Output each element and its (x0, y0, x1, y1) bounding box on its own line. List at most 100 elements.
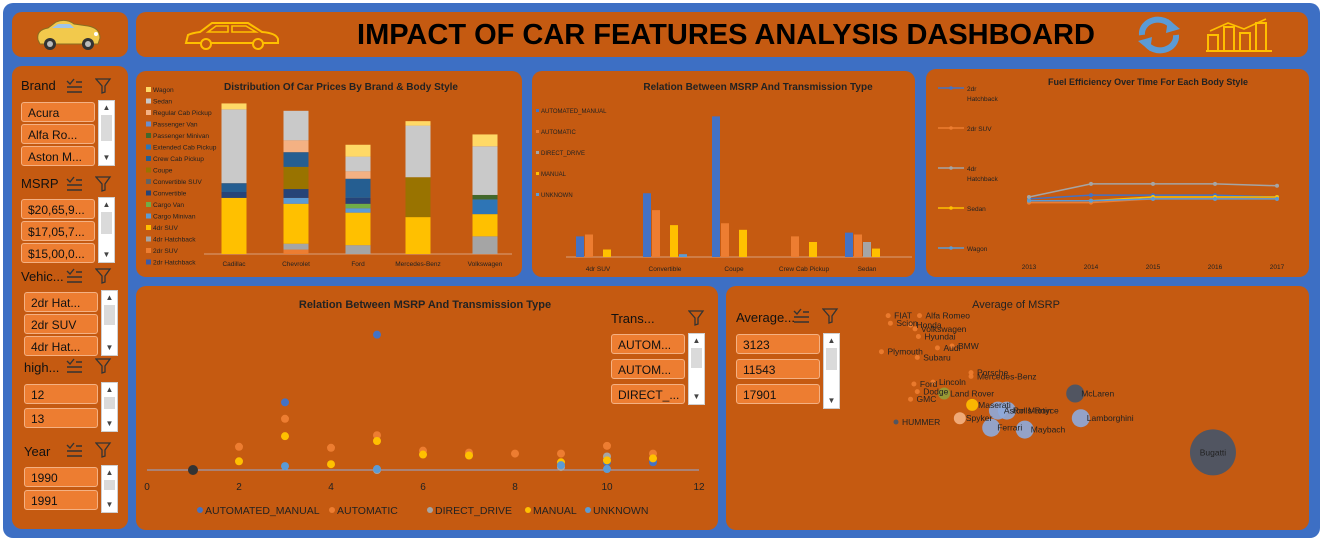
clear-filter-icon[interactable] (95, 358, 113, 374)
clear-filter-icon[interactable] (822, 308, 840, 324)
slicer-item[interactable]: 13 (24, 408, 98, 428)
bar-segment (472, 134, 498, 147)
legend-entry: AUTOMATIC (337, 505, 398, 517)
data-bubble (915, 334, 921, 339)
slicer-scrollbar[interactable]: ▲ ▼ (101, 465, 118, 513)
clear-filter-icon[interactable] (688, 310, 706, 326)
legend-swatch (146, 144, 151, 150)
refresh-icon[interactable] (1132, 15, 1186, 55)
slicer-scrollbar[interactable]: ▲ ▼ (98, 100, 115, 166)
legend-entry: MANUAL (533, 505, 577, 517)
slicer-scrollbar[interactable]: ▲ ▼ (98, 197, 115, 263)
bar (863, 242, 871, 257)
data-label: Hyundai (924, 332, 955, 342)
slicer-item[interactable]: DIRECT_... (611, 384, 685, 404)
multi-select-icon[interactable] (792, 308, 810, 324)
scroll-up-icon[interactable]: ▲ (105, 293, 114, 302)
multi-select-icon[interactable] (65, 176, 83, 192)
scroll-down-icon[interactable]: ▼ (105, 500, 114, 509)
scroll-down-icon[interactable]: ▼ (105, 419, 114, 428)
legend-entry: 4dr SUV (153, 225, 179, 232)
x-tick-label: Ford (351, 261, 365, 268)
data-bubble (887, 320, 893, 326)
legend-entry: 2dr (967, 86, 977, 93)
scroll-up-icon[interactable]: ▲ (827, 336, 836, 345)
scroll-down-icon[interactable]: ▼ (102, 153, 111, 162)
bar-segment (472, 236, 498, 254)
slicer-item[interactable]: 11543 (736, 359, 820, 379)
year-slicer-title: Year (24, 444, 51, 459)
slicer-item[interactable]: $17,05,7... (21, 221, 95, 241)
legend-swatch (536, 130, 539, 133)
slicer-item[interactable]: 1990 (24, 467, 98, 487)
slicer-item[interactable]: 4dr Hat... (24, 336, 98, 356)
multi-select-icon[interactable] (65, 268, 83, 284)
slicer-scrollbar[interactable]: ▲ ▼ (823, 333, 840, 409)
slicer-item[interactable]: 12 (24, 384, 98, 404)
slicer-item[interactable]: 3123 (736, 334, 820, 354)
brand-slicer-title: Brand (21, 78, 56, 93)
legend-entry: Coupe (153, 168, 173, 175)
slicer-item[interactable]: 1991 (24, 490, 98, 510)
clear-filter-icon[interactable] (95, 176, 113, 192)
data-bubble (1189, 429, 1236, 476)
transmission-slicer-title: Trans... (611, 311, 655, 326)
bar-chart-icon[interactable] (1204, 17, 1274, 53)
slicer-item[interactable]: $20,65,9... (21, 199, 95, 219)
scroll-up-icon[interactable]: ▲ (102, 103, 111, 112)
legend-marker (949, 126, 953, 130)
scroll-down-icon[interactable]: ▼ (692, 392, 701, 401)
scroll-down-icon[interactable]: ▼ (102, 250, 111, 259)
slicer-item[interactable]: 2dr Hat... (24, 292, 98, 312)
data-label: Honda (917, 320, 942, 330)
slicer-item[interactable]: AUTOM... (611, 359, 685, 379)
legend-entry: Sedan (153, 99, 172, 106)
bar (739, 229, 747, 257)
data-bubble (949, 343, 955, 349)
data-point (373, 437, 381, 445)
bar (854, 234, 862, 257)
legend-marker (949, 166, 953, 170)
slicer-item[interactable]: Aston M... (21, 146, 95, 166)
multi-select-icon[interactable] (65, 442, 83, 458)
bar-segment (345, 208, 371, 213)
scroll-up-icon[interactable]: ▲ (692, 336, 701, 345)
bar (652, 210, 660, 257)
chart-panel-msrp-transmission-bar: Relation Between MSRP And Transmission T… (532, 71, 915, 277)
legend-swatch (146, 236, 151, 242)
slicer-item[interactable]: Alfa Ro... (21, 124, 95, 144)
legend-entry: AUTOMATED_MANUAL (205, 505, 320, 517)
slicer-item[interactable]: $15,00,0... (21, 243, 95, 263)
x-tick-label: Crew Cab Pickup (779, 266, 830, 273)
legend-swatch (536, 172, 539, 175)
clear-filter-icon[interactable] (95, 78, 113, 94)
data-point (557, 461, 565, 470)
bar-segment (405, 121, 431, 126)
chart-panel-fuel-efficiency: Fuel Efficiency Over Time For Each Body … (926, 69, 1309, 277)
legend-entry: 2dr Hatchback (153, 260, 196, 267)
clear-filter-icon[interactable] (95, 442, 113, 458)
data-label: Lincoln (939, 377, 966, 387)
x-tick-label: Coupe (724, 266, 744, 273)
scroll-down-icon[interactable]: ▼ (105, 343, 114, 352)
slicer-scrollbar[interactable]: ▲ ▼ (688, 333, 705, 405)
data-point (1151, 181, 1155, 186)
slicer-item[interactable]: 17901 (736, 384, 820, 404)
slicer-scrollbar[interactable]: ▲ ▼ (101, 290, 118, 356)
legend-entry: 4dr (967, 166, 977, 173)
data-label: GMC (917, 394, 937, 404)
slicer-item[interactable]: 2dr SUV (24, 314, 98, 334)
scroll-up-icon[interactable]: ▲ (105, 385, 114, 394)
clear-filter-icon[interactable] (95, 268, 113, 284)
multi-select-icon[interactable] (65, 358, 83, 374)
scroll-up-icon[interactable]: ▲ (102, 200, 111, 209)
slicer-item[interactable]: AUTOM... (611, 334, 685, 354)
bar-segment (345, 144, 371, 157)
slicer-item[interactable]: Acura (21, 102, 95, 122)
chart-panel-price-distribution: Distribution Of Car Prices By Brand & Bo… (136, 71, 522, 277)
slicer-scrollbar[interactable]: ▲ ▼ (101, 382, 118, 432)
data-bubble (953, 412, 966, 425)
scroll-down-icon[interactable]: ▼ (827, 396, 836, 405)
scroll-up-icon[interactable]: ▲ (105, 468, 114, 477)
multi-select-icon[interactable] (65, 78, 83, 94)
